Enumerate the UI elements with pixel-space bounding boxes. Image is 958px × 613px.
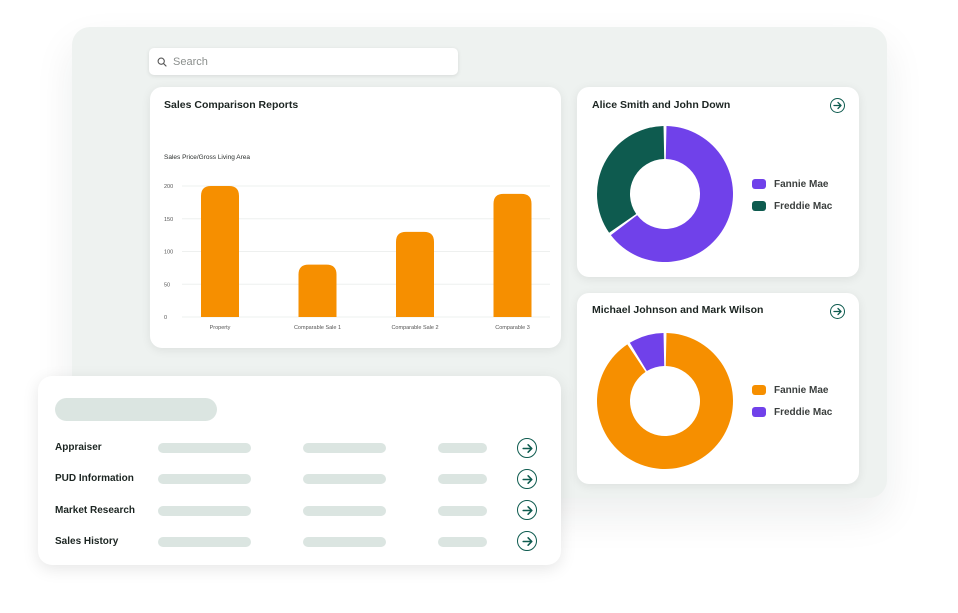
- legend-swatch: [752, 407, 766, 417]
- legend-swatch: [752, 201, 766, 211]
- donut2-chart: [597, 333, 733, 470]
- arrow-right-icon: [521, 536, 533, 546]
- arrow-right-icon: [833, 307, 842, 316]
- donut1-open-button[interactable]: [830, 98, 845, 113]
- pud-information-open-button[interactable]: [517, 469, 537, 489]
- placeholder-bar: [158, 506, 251, 516]
- placeholder-bar: [303, 474, 386, 484]
- y-tick-label: 100: [164, 250, 173, 256]
- placeholder-bar: [438, 443, 487, 453]
- placeholder-bar: [158, 537, 251, 547]
- arrow-right-icon: [521, 443, 533, 453]
- bar: [493, 193, 532, 317]
- donut2-legend: Fannie Mae Freddie Mac: [752, 379, 832, 423]
- legend-label: Freddie Mac: [774, 200, 833, 212]
- y-tick-label: 200: [164, 184, 173, 190]
- x-tick-label: Comparable 3: [495, 325, 530, 331]
- donut2-title: Michael Johnson and Mark Wilson: [592, 304, 764, 316]
- legend-label: Fannie Mae: [774, 178, 829, 190]
- bar: [298, 264, 337, 317]
- placeholder-bar: [438, 474, 487, 484]
- y-tick-label: 0: [164, 315, 167, 321]
- placeholder-bar: [158, 474, 251, 484]
- donut1-legend: Fannie Mae Freddie Mac: [752, 173, 832, 217]
- placeholder-bar: [303, 506, 386, 516]
- placeholder-bar: [438, 537, 487, 547]
- donut-slice: [629, 333, 665, 372]
- legend-item: Freddie Mac: [752, 195, 832, 217]
- search-input[interactable]: [173, 55, 433, 68]
- bar-chart: 0 50 100 150 200 Property Comparable Sale 1 Com…: [164, 184, 550, 331]
- arrow-right-icon: [833, 101, 842, 110]
- legend-swatch: [752, 179, 766, 189]
- bar: [201, 186, 239, 317]
- chart-subtitle: Sales Price/Gross Living Area: [164, 154, 250, 161]
- sales-history-open-button[interactable]: [517, 531, 537, 551]
- legend-label: Freddie Mac: [774, 406, 833, 418]
- donut-card-alice-john: Alice Smith and John Down Fannie Mae Fre…: [577, 87, 859, 277]
- donut1-title: Alice Smith and John Down: [592, 99, 731, 111]
- legend-item: Freddie Mac: [752, 401, 832, 423]
- y-tick-label: 150: [164, 217, 173, 223]
- donut-slice: [610, 126, 733, 263]
- list-item-label: Sales History: [55, 536, 119, 547]
- donut-card-michael-mark: Michael Johnson and Mark Wilson Fannie M…: [577, 293, 859, 484]
- list-item-label: PUD Information: [55, 473, 134, 484]
- sales-card-title: Sales Comparison Reports: [164, 99, 299, 111]
- x-tick-label: Property: [210, 325, 231, 331]
- search-bar[interactable]: [149, 48, 458, 75]
- donut2-open-button[interactable]: [830, 304, 845, 319]
- market-research-open-button[interactable]: [517, 500, 537, 520]
- bar: [396, 231, 434, 317]
- legend-swatch: [752, 385, 766, 395]
- y-tick-label: 50: [164, 282, 170, 288]
- legend-label: Fannie Mae: [774, 384, 829, 396]
- sales-comparison-card: Sales Comparison Reports Sales Price/Gro…: [150, 87, 561, 348]
- donut-slice: [597, 333, 733, 470]
- legend-item: Fannie Mae: [752, 173, 832, 195]
- placeholder-bar: [158, 443, 251, 453]
- appraiser-open-button[interactable]: [517, 438, 537, 458]
- placeholder-bar: [303, 443, 386, 453]
- list-item-label: Market Research: [55, 505, 136, 516]
- placeholder-bar: [438, 506, 487, 516]
- donut-slice: [597, 126, 665, 233]
- placeholder-bar: [303, 537, 386, 547]
- search-icon: [157, 57, 167, 67]
- list-item-label: Appraiser: [55, 442, 102, 453]
- donut1-chart: [597, 126, 733, 263]
- arrow-right-icon: [521, 474, 533, 484]
- legend-item: Fannie Mae: [752, 379, 832, 401]
- property-info-list-card: Appraiser PUD Information Market Researc…: [38, 376, 561, 565]
- header-placeholder: [55, 398, 217, 421]
- x-tick-label: Comparable Sale 1: [294, 325, 341, 331]
- x-tick-label: Comparable Sale 2: [391, 325, 438, 331]
- arrow-right-icon: [521, 505, 533, 515]
